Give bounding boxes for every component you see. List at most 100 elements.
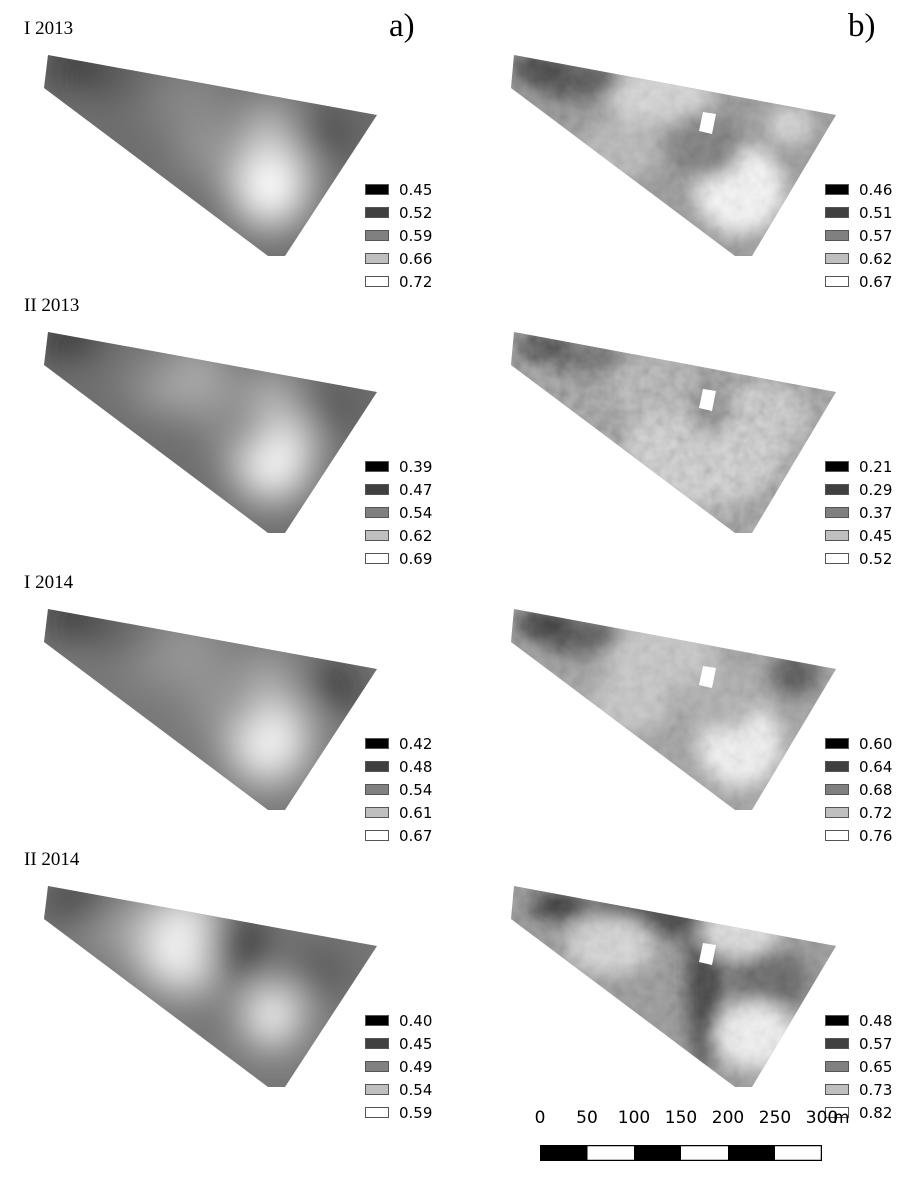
legend-value: 0.42 — [399, 734, 433, 753]
scale-tick-label: 300 — [805, 1108, 839, 1128]
legend-value: 0.76 — [859, 826, 893, 845]
legend-b-4: 0.48 0.57 0.65 0.73 0.82 — [825, 1009, 892, 1124]
legend-swatch — [825, 738, 849, 749]
legend-swatch — [825, 253, 849, 264]
legend-item: 0.59 — [365, 1101, 432, 1124]
legend-value: 0.72 — [399, 272, 433, 291]
legend-swatch — [365, 1061, 389, 1072]
legend-value: 0.45 — [399, 1034, 433, 1053]
legend-item: 0.60 — [825, 732, 892, 755]
legend-value: 0.67 — [399, 826, 433, 845]
legend-b-3: 0.60 0.64 0.68 0.72 0.76 — [825, 732, 892, 847]
legend-item: 0.69 — [365, 547, 432, 570]
row-label-1: I 2013 — [24, 18, 74, 39]
legend-value: 0.57 — [859, 226, 893, 245]
row-label-2: II 2013 — [24, 295, 80, 316]
legend-swatch — [825, 461, 849, 472]
scale-tick-label: 200 — [711, 1108, 745, 1128]
legend-swatch — [365, 276, 389, 287]
legend-value: 0.59 — [399, 1103, 433, 1122]
scale-tick-label: 150 — [664, 1108, 698, 1128]
legend-value: 0.67 — [859, 272, 893, 291]
legend-a-4: 0.40 0.45 0.49 0.54 0.59 — [365, 1009, 432, 1124]
legend-item: 0.48 — [365, 755, 432, 778]
legend-value: 0.37 — [859, 503, 893, 522]
legend-swatch — [825, 484, 849, 495]
legend-value: 0.54 — [399, 780, 433, 799]
legend-item: 0.54 — [365, 501, 432, 524]
map-panel-b-4 — [511, 886, 836, 1087]
legend-swatch — [365, 830, 389, 841]
legend-value: 0.52 — [399, 203, 433, 222]
panel-letter-b: b) — [848, 8, 876, 44]
legend-swatch — [825, 830, 849, 841]
legend-value: 0.45 — [859, 526, 893, 545]
legend-item: 0.45 — [365, 178, 432, 201]
legend-swatch — [365, 230, 389, 241]
legend-value: 0.52 — [859, 549, 893, 568]
legend-item: 0.47 — [365, 478, 432, 501]
legend-swatch — [825, 761, 849, 772]
legend-item: 0.52 — [825, 547, 892, 570]
legend-swatch — [365, 553, 389, 564]
legend-a-3: 0.42 0.48 0.54 0.61 0.67 — [365, 732, 432, 847]
legend-item: 0.42 — [365, 732, 432, 755]
legend-swatch — [365, 253, 389, 264]
legend-b-2: 0.21 0.29 0.37 0.45 0.52 — [825, 455, 892, 570]
legend-item: 0.46 — [825, 178, 892, 201]
legend-item: 0.67 — [365, 824, 432, 847]
legend-swatch — [825, 207, 849, 218]
legend-value: 0.21 — [859, 457, 893, 476]
legend-swatch — [825, 784, 849, 795]
row-label-3: I 2014 — [24, 572, 74, 593]
legend-value: 0.54 — [399, 503, 433, 522]
legend-value: 0.49 — [399, 1057, 433, 1076]
legend-item: 0.51 — [825, 201, 892, 224]
legend-item: 0.48 — [825, 1009, 892, 1032]
legend-item: 0.49 — [365, 1055, 432, 1078]
legend-swatch — [825, 507, 849, 518]
legend-value: 0.39 — [399, 457, 433, 476]
legend-swatch — [365, 807, 389, 818]
legend-value: 0.45 — [399, 180, 433, 199]
legend-value: 0.72 — [859, 803, 893, 822]
legend-value: 0.40 — [399, 1011, 433, 1030]
legend-swatch — [365, 1084, 389, 1095]
legend-item: 0.45 — [365, 1032, 432, 1055]
legend-item: 0.54 — [365, 778, 432, 801]
scale-tick-label: 0 — [534, 1108, 546, 1128]
scale-tick-label: 250 — [758, 1108, 792, 1128]
legend-item: 0.21 — [825, 455, 892, 478]
legend-item: 0.45 — [825, 524, 892, 547]
legend-swatch — [365, 784, 389, 795]
map-panel-a-1 — [44, 55, 377, 256]
legend-item: 0.61 — [365, 801, 432, 824]
excluded-plot-3 — [699, 666, 716, 688]
legend-swatch — [825, 184, 849, 195]
map-panel-b-1 — [511, 55, 836, 256]
legend-value: 0.47 — [399, 480, 433, 499]
legend-swatch — [365, 507, 389, 518]
legend-value: 0.54 — [399, 1080, 433, 1099]
legend-item: 0.65 — [825, 1055, 892, 1078]
legend-swatch — [825, 230, 849, 241]
legend-swatch — [825, 1038, 849, 1049]
legend-value: 0.59 — [399, 226, 433, 245]
legend-item: 0.62 — [365, 524, 432, 547]
legend-swatch — [825, 1107, 849, 1118]
legend-swatch — [825, 807, 849, 818]
scale-segment-100-150 — [634, 1145, 681, 1161]
map-panel-b-2 — [511, 332, 836, 533]
legend-value: 0.46 — [859, 180, 893, 199]
scale-tick-label: 100 — [617, 1108, 651, 1128]
legend-item: 0.73 — [825, 1078, 892, 1101]
legend-value: 0.51 — [859, 203, 893, 222]
legend-swatch — [365, 207, 389, 218]
legend-a-1: 0.45 0.52 0.59 0.66 0.72 — [365, 178, 432, 293]
legend-item: 0.39 — [365, 455, 432, 478]
map-panel-a-4 — [44, 886, 377, 1087]
scale-unit: m — [833, 1108, 850, 1128]
legend-item: 0.76 — [825, 824, 892, 847]
legend-item: 0.59 — [365, 224, 432, 247]
legend-value: 0.48 — [399, 757, 433, 776]
